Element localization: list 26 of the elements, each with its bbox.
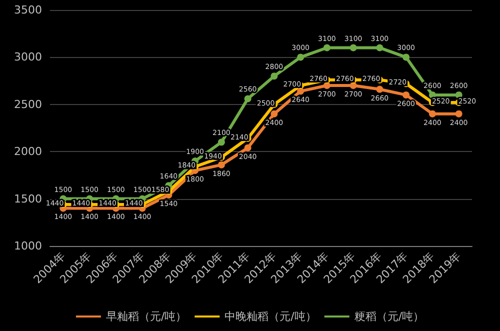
legend-label: 中晚籼稻（元/吨）: [224, 310, 316, 323]
point: [218, 138, 225, 146]
y-tick-label: 2500: [14, 98, 42, 111]
legend-label: 粳稻（元/吨）: [354, 310, 424, 323]
point: [270, 72, 278, 80]
point: [455, 110, 462, 118]
point: [270, 110, 278, 118]
point: [350, 44, 357, 52]
point: [244, 95, 252, 102]
point: [402, 91, 410, 98]
point: [428, 110, 436, 118]
y-tick-label: 1500: [14, 192, 42, 206]
y-tick-label: 3500: [14, 4, 42, 16]
point: [323, 44, 330, 52]
point: [376, 44, 384, 52]
y-tick-label: 3000: [14, 50, 42, 64]
point: [244, 144, 252, 152]
legend-label: 早籼稻（元/吨）: [106, 310, 187, 323]
point: [218, 161, 225, 168]
y-tick-label: 2000: [14, 145, 42, 158]
point: [350, 82, 357, 90]
point: [297, 88, 304, 95]
point: [402, 54, 410, 61]
point: [297, 54, 304, 61]
y-tick-label: 1000: [14, 240, 42, 252]
point: [376, 86, 384, 93]
